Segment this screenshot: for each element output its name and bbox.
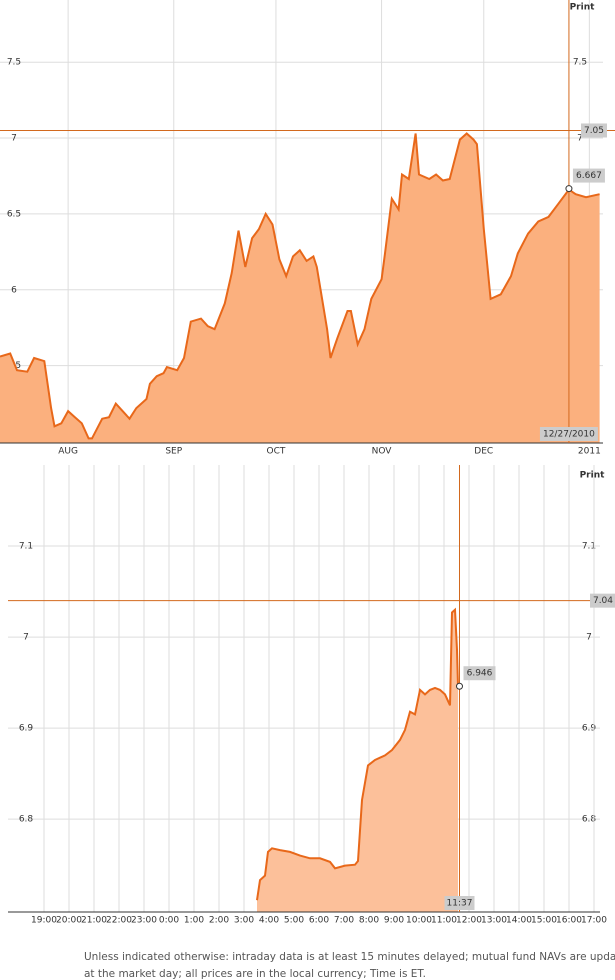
x-tick-label: 12:00: [456, 916, 482, 926]
x-tick-label: 17:00: [581, 916, 607, 926]
x-tick-label: 10:00: [406, 916, 432, 926]
y-tick-label-right: 7: [586, 633, 592, 643]
crosshair-y-box: [581, 123, 607, 138]
x-tick-label: 15:00: [531, 916, 557, 926]
crosshair-point: [565, 185, 573, 193]
x-tick-label: 16:00: [556, 916, 582, 926]
x-tick-label: 7:00: [334, 916, 354, 926]
y-tick-label-right: 7: [577, 134, 583, 144]
y-tick-label: 6.9: [19, 724, 34, 734]
area-fill: [0, 133, 600, 443]
x-tick-label: 14:00: [506, 916, 532, 926]
crosshair-x-label: 12/27/2010: [543, 430, 595, 440]
x-tick-label: 6:00: [309, 916, 329, 926]
crosshair-point-box: [463, 666, 496, 681]
x-tick-label: 21:00: [81, 916, 107, 926]
x-tick-label: 20:00: [56, 916, 82, 926]
crosshair-y-label: 7.04: [593, 596, 613, 606]
y-tick-label: 6: [11, 285, 17, 295]
x-tick-label: 3:00: [234, 916, 254, 926]
y-tick-label: 7.5: [7, 58, 21, 68]
crosshair-y-box: [590, 593, 615, 608]
y-tick-label-right: 7.1: [582, 542, 596, 552]
x-tick-label: SEP: [165, 447, 182, 457]
crosshair-x-box: [444, 896, 475, 910]
price-line: [0, 132, 600, 440]
print-button[interactable]: Print: [580, 471, 606, 481]
crosshair-point-label: 6.946: [467, 669, 493, 679]
x-tick-label: 0:00: [159, 916, 179, 926]
x-tick-label: 9:00: [384, 916, 404, 926]
y-tick-label: 7: [11, 134, 17, 144]
y-tick-label: 7.1: [19, 542, 33, 552]
x-tick-label: 19:00: [31, 916, 57, 926]
x-tick-label: 11:00: [431, 916, 457, 926]
charts: 5.55.5666.56.5777.57.5AUGSEPOCTNOVDEC201…: [0, 0, 615, 926]
x-tick-label: OCT: [267, 447, 286, 457]
x-tick-label: NOV: [372, 447, 393, 457]
area-fill: [257, 609, 458, 912]
price-line: [256, 607, 459, 901]
crosshair-point-label: 6.667: [576, 171, 602, 181]
x-tick-label: 5:00: [284, 916, 304, 926]
y-tick-label-right: 6.8: [582, 815, 597, 825]
print-button[interactable]: Print: [570, 3, 596, 13]
x-tick-label: 4:00: [259, 916, 279, 926]
y-tick-label: 6.8: [19, 815, 34, 825]
footer-note: Unless indicated otherwise: intraday dat…: [84, 951, 615, 980]
y-tick-label-right: 6.9: [582, 724, 597, 734]
crosshair-x-label: 11:37: [447, 899, 473, 909]
x-tick-label: 22:00: [106, 916, 132, 926]
x-tick-label: 13:00: [481, 916, 507, 926]
x-tick-label: AUG: [58, 447, 78, 457]
x-tick-label: 2011: [578, 447, 601, 457]
x-tick-label: 8:00: [359, 916, 379, 926]
crosshair-point-box: [572, 168, 605, 183]
y-tick-label: 7: [23, 633, 29, 643]
x-tick-label: DEC: [474, 447, 493, 457]
y-tick-label-right: 7.5: [573, 58, 587, 68]
crosshair-y-label: 7.05: [584, 126, 604, 136]
y-tick-label: 6.5: [7, 209, 21, 219]
crosshair-point: [456, 682, 463, 690]
x-tick-label: 23:00: [131, 916, 157, 926]
crosshair-x-box: [539, 427, 598, 441]
x-tick-label: 2:00: [209, 916, 229, 926]
x-tick-label: 1:00: [184, 916, 204, 926]
